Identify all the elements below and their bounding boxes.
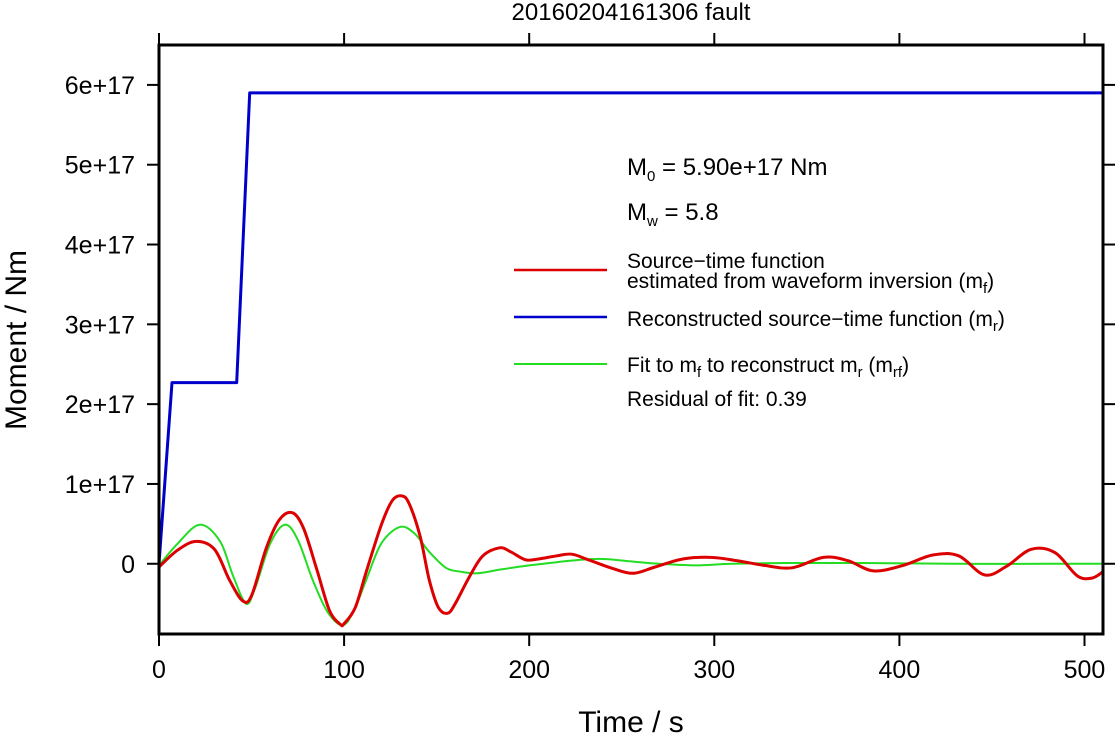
legend-label-mr: Reconstructed source−time function (mr) <box>627 308 1005 335</box>
y-tick-label: 5e+17 <box>65 152 135 180</box>
y-tick-label: 6e+17 <box>65 72 135 100</box>
x-tick-labels: 0 100 200 300 400 500 <box>152 656 1105 684</box>
series-line-mrf <box>158 523 1103 627</box>
legend-label-mf-line1: Source−time function <box>627 250 825 273</box>
legend-label-mf-line2: estimated from waveform inversion (mf) <box>627 270 994 297</box>
y-axis-title: Moment / Nm <box>0 250 33 430</box>
plot-frame <box>157 43 1105 636</box>
series-line-mr <box>157 91 1103 564</box>
y-tick-label: 0 <box>121 551 135 579</box>
x-axis-title: Time / s <box>578 706 684 736</box>
legend-label-mrf: Fit to mf to reconstruct mr (mrf) <box>627 354 909 381</box>
x-tick-label: 100 <box>323 656 365 684</box>
x-tick-label: 500 <box>1064 656 1106 684</box>
y-tick-labels: 0 1e+17 2e+17 3e+17 4e+17 5e+17 6e+17 <box>65 72 135 579</box>
x-tick-label: 0 <box>152 656 166 684</box>
chart-title: 20160204161306 fault <box>512 0 751 26</box>
m0-annotation: M0 = 5.90e+17 Nm <box>627 154 827 185</box>
legend: Source−time function estimated from wave… <box>514 250 1005 411</box>
series-line-mf <box>157 494 1104 628</box>
y-tick-label: 3e+17 <box>65 311 135 339</box>
mw-annotation: Mw = 5.8 <box>627 199 719 230</box>
x-tick-label: 200 <box>508 656 550 684</box>
y-tick-label: 2e+17 <box>65 391 135 419</box>
x-tick-label: 300 <box>693 656 735 684</box>
y-tick-label: 1e+17 <box>65 471 135 499</box>
axis-ticks <box>147 33 1115 646</box>
y-tick-label: 4e+17 <box>65 232 135 260</box>
series-lines <box>157 91 1104 628</box>
residual-annotation: Residual of fit: 0.39 <box>627 388 807 411</box>
x-tick-label: 400 <box>879 656 921 684</box>
